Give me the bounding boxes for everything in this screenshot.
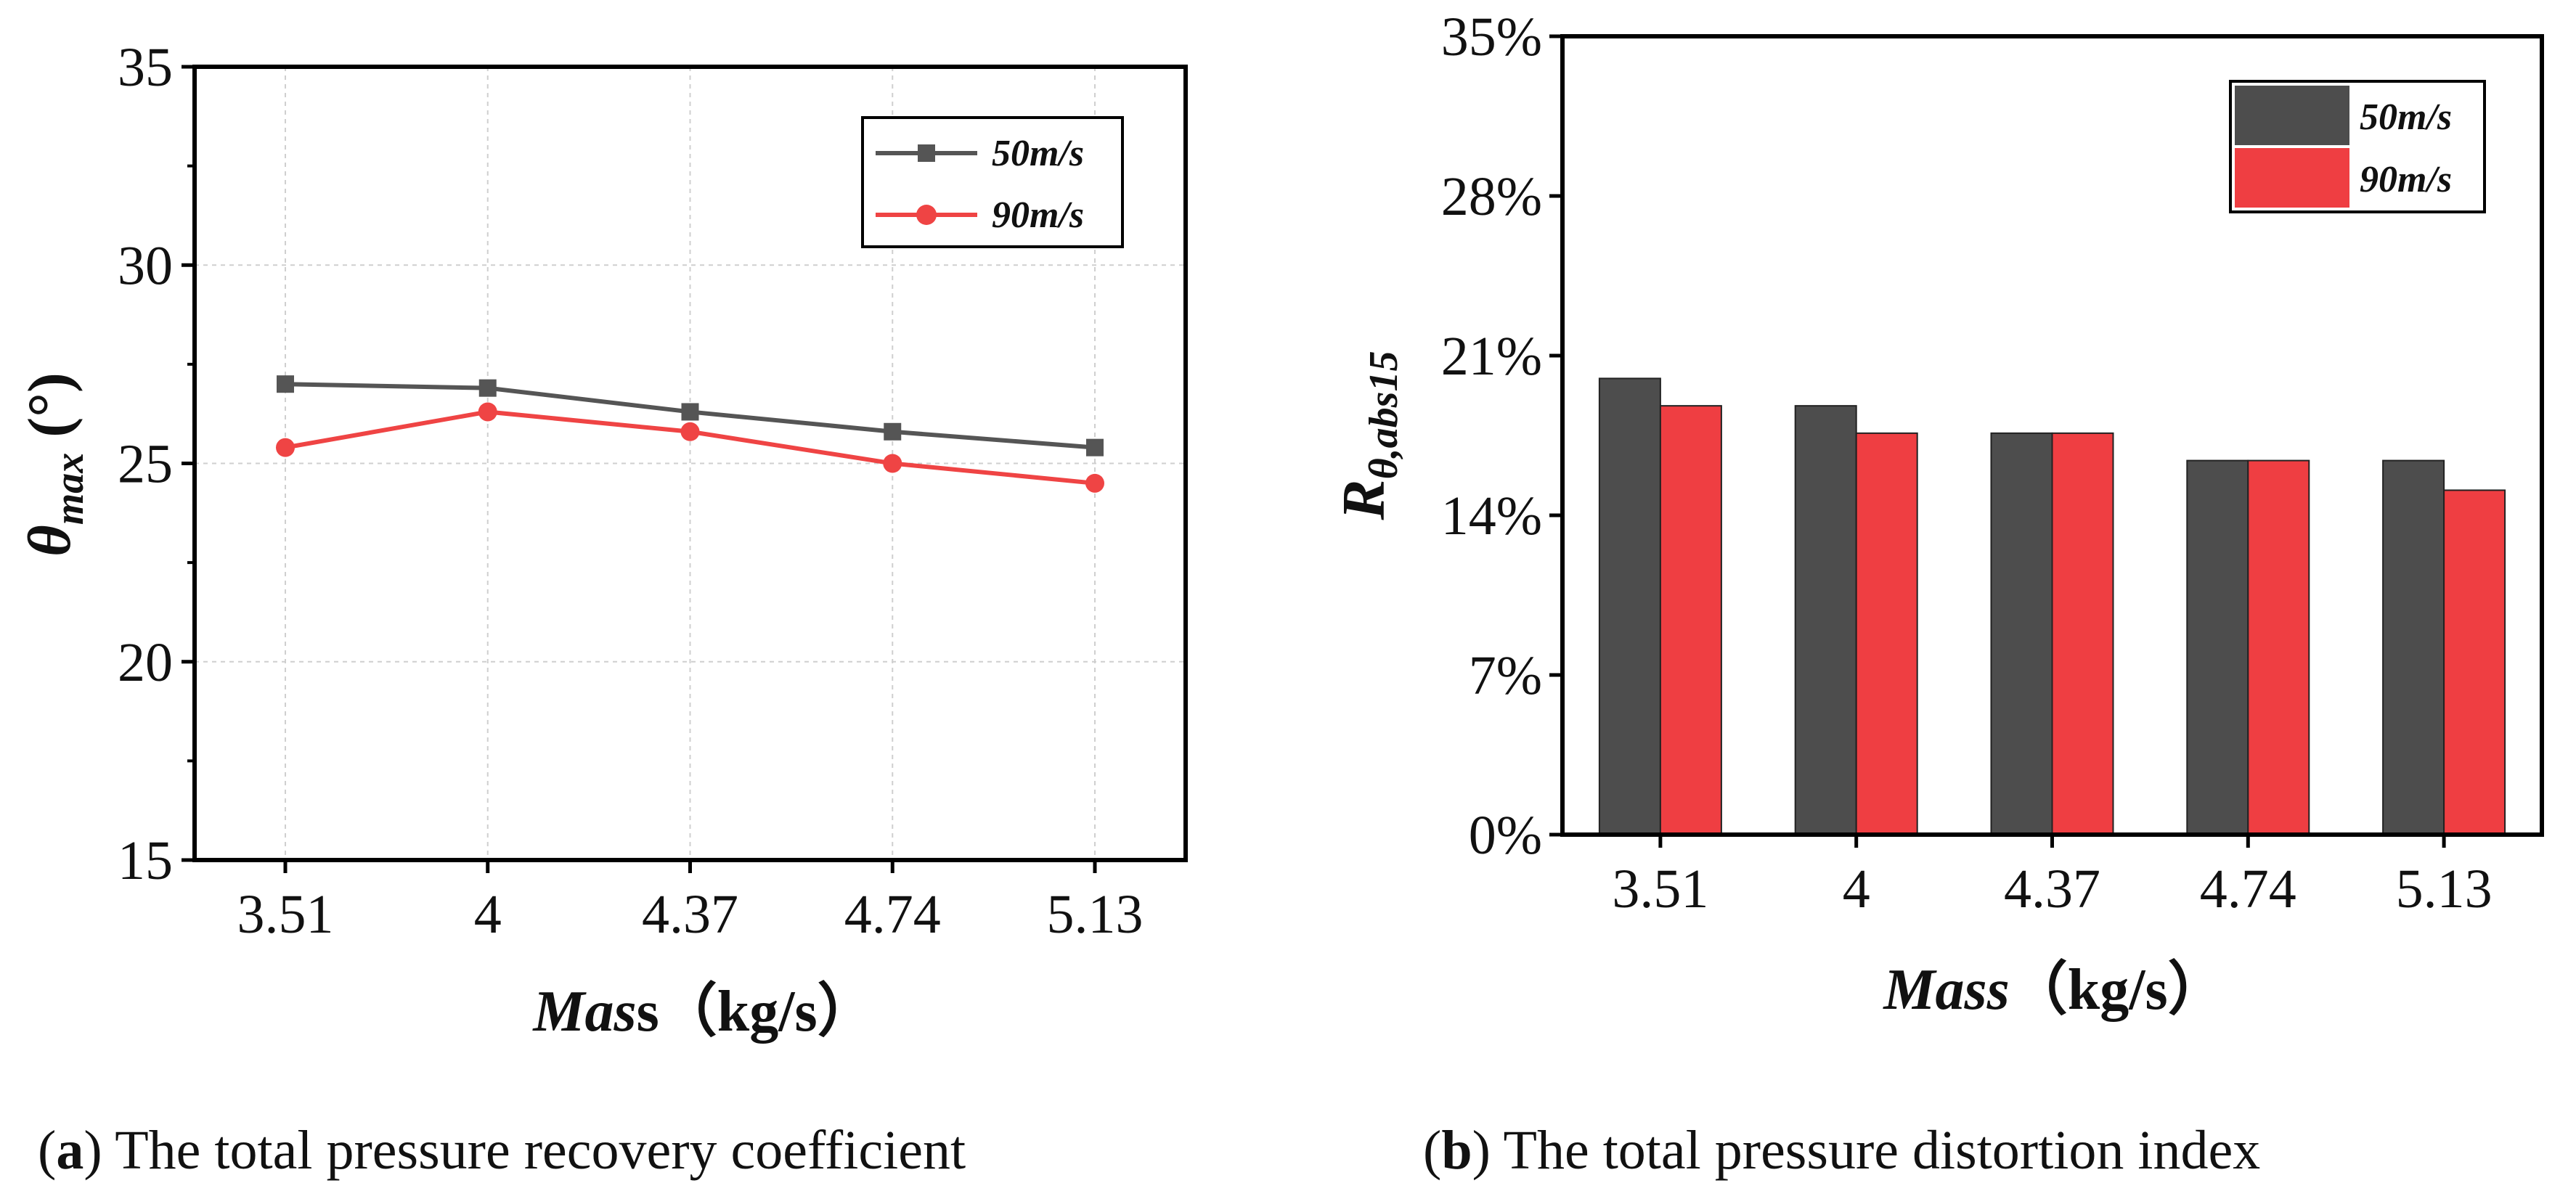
panel-a-line-chart: 15 20 25 30 35 3.51 4 4.37 4.74 5.13 50m/s 90m/s… bbox=[16, 37, 1188, 1181]
a-point-circle bbox=[1085, 473, 1104, 493]
a-ylabel-symbol: θ bbox=[16, 525, 83, 557]
b-bar-50 bbox=[2186, 459, 2249, 835]
a-series bbox=[276, 375, 1104, 493]
a-caption: (a) The total pressure recovery coeffici… bbox=[38, 1120, 966, 1181]
b-bar-90 bbox=[2443, 489, 2506, 836]
a-point-square bbox=[478, 379, 497, 397]
a-xlabel-bold: s（kg/s） bbox=[637, 980, 876, 1044]
a-point-circle bbox=[276, 438, 295, 457]
a-x-ticks: 3.51 4 4.37 4.74 5.13 bbox=[237, 860, 1144, 945]
b-caption-text: The total pressure distortion index bbox=[1491, 1120, 2260, 1181]
a-y-tick-label: 15 bbox=[118, 830, 173, 891]
b-legend-label-90: 90m/s bbox=[2360, 159, 2452, 200]
b-legend: 50m/s 90m/s bbox=[2229, 80, 2486, 213]
b-legend-swatch-90 bbox=[2235, 148, 2349, 208]
b-x-tick-label: 4.74 bbox=[2200, 859, 2296, 920]
svg-text:Rθ,abs15: Rθ,abs15 bbox=[1330, 351, 1406, 521]
svg-text:θmax (°): θmax (°) bbox=[16, 372, 92, 557]
a-ylabel-unit: (°) bbox=[16, 372, 83, 453]
b-bar-50 bbox=[1794, 405, 1857, 835]
b-bar-90 bbox=[1659, 405, 1722, 835]
b-bar-90 bbox=[1855, 432, 1918, 835]
a-y-tick-label: 35 bbox=[118, 37, 173, 98]
a-point-square bbox=[1086, 438, 1104, 457]
a-y-tick-label: 25 bbox=[118, 434, 173, 495]
b-bars bbox=[1598, 377, 2506, 836]
a-y-tick-label: 20 bbox=[118, 632, 173, 693]
b-y-axis-label: Rθ,abs15 bbox=[1330, 351, 1406, 521]
panel-b-bar-chart: 0% 7% 14% 21% 28% 35% 3.51 4 4.37 4.74 5.13 50m/s… bbox=[1330, 7, 2544, 1181]
a-x-tick-label: 4.37 bbox=[642, 884, 738, 945]
a-legend-marker-square bbox=[918, 144, 935, 162]
b-bar-50 bbox=[1598, 377, 1661, 835]
a-x-tick-label: 4 bbox=[474, 884, 502, 945]
a-point-square bbox=[884, 422, 902, 441]
b-bar-50 bbox=[2382, 459, 2445, 835]
a-point-circle bbox=[478, 402, 497, 422]
a-x-axis-label: Mass（kg/s） bbox=[531, 980, 875, 1044]
b-xlabel-italic: Mass bbox=[1882, 958, 2009, 1022]
a-legend: 50m/s 90m/s bbox=[861, 116, 1124, 248]
a-point-circle bbox=[680, 422, 700, 441]
b-x-tick-label: 5.13 bbox=[2396, 859, 2493, 920]
b-legend-label-50: 50m/s bbox=[2360, 97, 2452, 138]
a-caption-text: The total pressure recovery coefficient bbox=[102, 1120, 966, 1181]
b-y-tick-label: 7% bbox=[1469, 645, 1542, 706]
b-y-ticks: 0% 7% 14% 21% 28% 35% bbox=[1441, 7, 1562, 866]
b-plot-frame bbox=[1560, 34, 2544, 837]
b-x-tick-label: 4 bbox=[1843, 859, 1870, 920]
b-x-ticks: 3.51 4 4.37 4.74 5.13 bbox=[1612, 835, 2493, 920]
b-caption: (b) The total pressure distortion index bbox=[1423, 1120, 2260, 1181]
a-x-tick-label: 5.13 bbox=[1047, 884, 1144, 945]
b-x-tick-label: 4.37 bbox=[2004, 859, 2100, 920]
b-ylabel-subscript: θ,abs15 bbox=[1361, 351, 1406, 480]
b-bar-90 bbox=[2051, 432, 2114, 835]
b-y-tick-label: 14% bbox=[1441, 486, 1542, 547]
a-legend-marker-circle bbox=[916, 205, 937, 225]
a-y-tick-label: 30 bbox=[118, 235, 173, 296]
a-y-ticks: 15 20 25 30 35 bbox=[118, 37, 195, 891]
a-legend-box bbox=[861, 116, 1124, 248]
a-caption-letter: a bbox=[56, 1120, 83, 1181]
b-x-tick-label: 3.51 bbox=[1612, 859, 1708, 920]
a-x-tick-label: 4.74 bbox=[844, 884, 941, 945]
b-caption-letter: b bbox=[1441, 1120, 1472, 1181]
b-y-tick-label: 28% bbox=[1441, 166, 1542, 227]
a-ylabel-subscript: max bbox=[47, 453, 92, 525]
b-xlabel-bold: （kg/s） bbox=[2010, 958, 2226, 1022]
a-point-square bbox=[681, 403, 699, 421]
a-xlabel-italic: Mas bbox=[531, 980, 636, 1044]
b-y-tick-label: 0% bbox=[1469, 805, 1542, 866]
b-x-axis-label: Mass（kg/s） bbox=[1882, 958, 2225, 1022]
b-y-tick-label: 35% bbox=[1441, 7, 1542, 67]
b-y-tick-label: 21% bbox=[1441, 326, 1542, 387]
a-point-square bbox=[277, 375, 294, 393]
a-plot-frame bbox=[192, 65, 1188, 862]
b-bar-90 bbox=[2247, 459, 2310, 835]
a-x-tick-label: 3.51 bbox=[237, 884, 334, 945]
b-bar-50 bbox=[1990, 432, 2053, 835]
a-legend-label-90: 90m/s bbox=[992, 195, 1084, 236]
a-y-axis-label: θmax (°) bbox=[16, 372, 92, 557]
b-ylabel-symbol: R bbox=[1330, 479, 1398, 520]
a-point-circle bbox=[883, 454, 902, 473]
a-legend-label-50: 50m/s bbox=[992, 133, 1084, 174]
b-legend-swatch-50 bbox=[2235, 86, 2349, 145]
